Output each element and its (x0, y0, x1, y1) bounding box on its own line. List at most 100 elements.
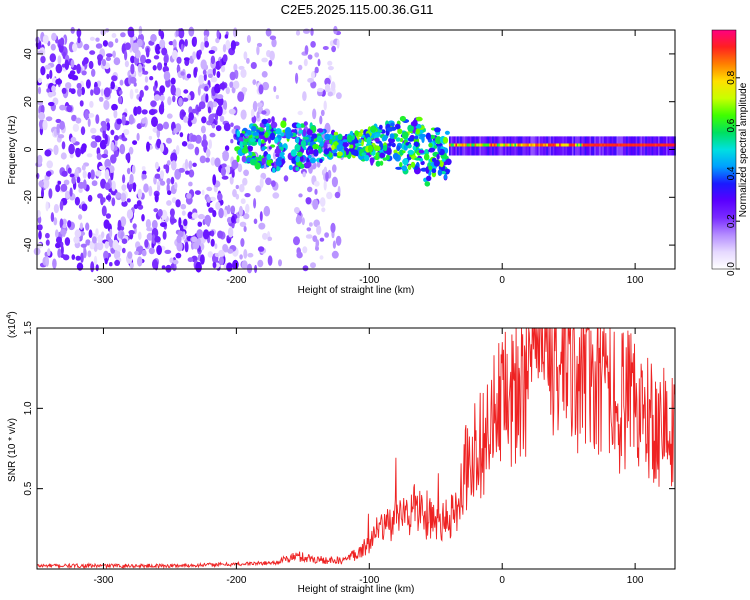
spectrogram-cell (294, 207, 300, 214)
spectrogram-cell (181, 141, 188, 147)
spectrogram-cell (72, 123, 80, 132)
spectrogram-cell (154, 161, 159, 170)
spectrogram-cell (163, 70, 171, 81)
spectrogram-cell (102, 40, 108, 47)
snr-y-label: SNR (10 * v/v) (7, 418, 18, 482)
spectrogram-cell (49, 69, 53, 79)
spectrogram-cell (276, 165, 280, 172)
spectrogram-cell (96, 241, 104, 251)
spectrogram-cell (166, 160, 171, 166)
spectrogram-cell (672, 143, 675, 147)
spectrogram-cell (88, 113, 95, 118)
snr-frame (36, 327, 676, 570)
spectrogram-cell (651, 143, 654, 147)
spectrogram-cell (304, 162, 312, 168)
spectrogram-cell (509, 143, 512, 147)
spectrogram-cell (78, 188, 83, 193)
spectrogram-cell (413, 141, 420, 148)
spectrogram-cell (584, 143, 587, 147)
spectrogram-cell (299, 163, 305, 169)
spectrogram-cell (295, 30, 301, 36)
spectrogram-cell (240, 198, 246, 205)
spectrogram-cell (105, 213, 111, 219)
spectrogram-cell (111, 180, 116, 192)
spectrogram-cell (493, 143, 496, 147)
spectrogram-cell (226, 165, 231, 175)
spectrogram-cell (458, 143, 461, 147)
spectrogram-cell (117, 96, 123, 105)
x-tick-label: -300 (93, 575, 113, 586)
spectrogram-cell (320, 109, 325, 117)
spectrogram-cell (295, 136, 300, 144)
spectrogram-cell (336, 38, 340, 49)
spectrogram-cell (379, 152, 386, 159)
spectrogram-cell (216, 71, 221, 78)
spectrogram-cell (594, 143, 597, 147)
spectrogram-cell (121, 238, 128, 244)
spectrogram-cell (114, 38, 119, 44)
spectrogram-cell (221, 163, 227, 168)
spectrogram-cell (111, 103, 118, 111)
spectrogram-cell (88, 229, 93, 238)
spectrogram-cell (219, 256, 224, 266)
spectrogram-cell (64, 59, 70, 71)
spectrogram-cell (226, 262, 233, 272)
spectrogram-cell (469, 143, 472, 147)
spectrogram-cell (220, 65, 226, 73)
spectrogram-cell (401, 131, 409, 140)
spectrogram-cell (146, 141, 150, 152)
spectrogram-cell (605, 143, 608, 147)
spectrogram-cell (386, 127, 393, 132)
spectrogram-cell (653, 143, 656, 147)
spectrogram-cell (322, 46, 329, 50)
spectrogram-cell (401, 165, 408, 172)
spectrogram-cell (522, 143, 525, 147)
spectrogram-cell (153, 55, 160, 60)
spectrogram-cell (103, 87, 111, 98)
spectrogram-cell (190, 134, 197, 142)
spectrogram-cell (330, 81, 336, 92)
spectrogram-cell (148, 247, 155, 255)
spectrogram-cell (37, 224, 43, 231)
spectrogram-cell (364, 154, 370, 162)
spectrogram-cell (549, 143, 552, 147)
spectrogram-cell (76, 82, 82, 90)
spectrogram-cell (183, 57, 190, 62)
spectrogram-cell (93, 86, 101, 96)
spectrogram-cell (196, 229, 204, 239)
spectrogram-cell (257, 138, 262, 146)
spectrogram-cell (45, 239, 50, 246)
spectrogram-cell (74, 168, 79, 177)
spectrogram-cell (217, 97, 224, 106)
spectrogram-cell (256, 129, 260, 133)
spectrogram-cell (244, 133, 248, 137)
spectrogram-cell (482, 143, 485, 147)
spectrogram-cell (37, 77, 43, 84)
spectrogram-cell (303, 58, 308, 67)
x-tick-label: -100 (359, 575, 379, 586)
spectrogram-cell (137, 188, 143, 199)
spectrogram-cell (198, 74, 205, 85)
spectrogram-cell (323, 142, 328, 150)
spectrogram-cell (170, 263, 175, 269)
spectrogram-cell (89, 241, 95, 250)
spectrogram-cell (121, 114, 126, 126)
spectrogram-cell (269, 132, 276, 141)
spectrogram-cell (128, 230, 135, 235)
spectrogram-cell (50, 212, 55, 223)
spectrogram-cell (224, 145, 230, 151)
spectrogram-cell (527, 143, 530, 147)
spectrogram-cell (129, 173, 134, 185)
spectrogram-cell (266, 153, 272, 161)
spectrogram-cell (271, 162, 275, 166)
spectrogram-cell (55, 78, 63, 85)
spectrogram-cell (243, 213, 250, 220)
spectrogram-cell (291, 157, 296, 164)
spectrogram-cell (270, 121, 278, 129)
spectrogram-cell (351, 150, 357, 156)
spectrogram-cell (121, 184, 127, 192)
spectrogram-cell (435, 136, 442, 145)
spectrogram-cell (311, 71, 315, 79)
spectrogram-cell (300, 139, 307, 148)
spectrogram-cell (181, 210, 186, 216)
